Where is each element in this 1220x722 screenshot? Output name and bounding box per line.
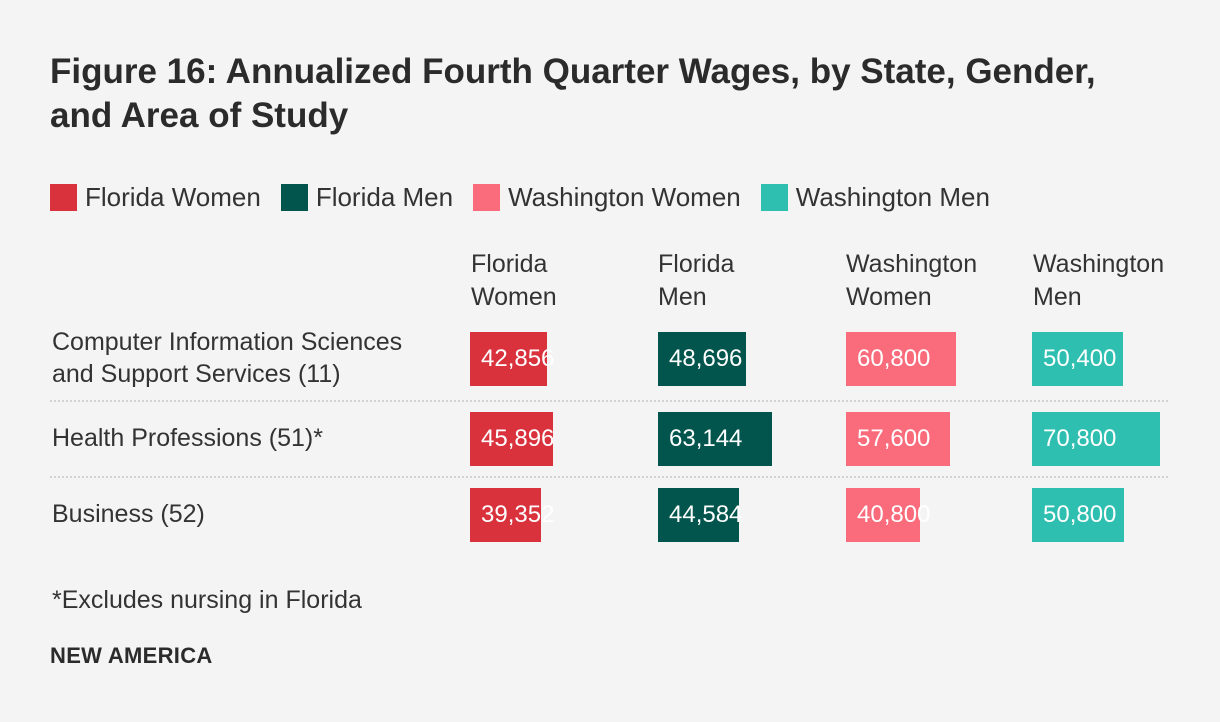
- column-header-florida-men: Florida Men: [658, 250, 735, 311]
- bar-washington-men-computer-information-sciences: [1032, 332, 1123, 386]
- bar-washington-women-business: [846, 488, 920, 542]
- bar-florida-men-health-professions: [658, 412, 772, 466]
- footnote: *Excludes nursing in Florida: [52, 586, 362, 614]
- row-divider: [50, 400, 1168, 402]
- bar-washington-men-health-professions: [1032, 412, 1160, 466]
- column-header-florida-women: Florida Women: [471, 250, 557, 311]
- bar-florida-men-business: [658, 488, 739, 542]
- legend-swatch-florida-men: [280, 184, 308, 211]
- chart-title: Figure 16: Annualized Fourth Quarter Wag…: [50, 52, 1096, 135]
- legend-swatch-washington-women: [473, 184, 501, 211]
- chart-grid: Florida Women Florida Men Washington Wom…: [50, 250, 1168, 542]
- legend-item-washington-women: Washington Women: [473, 182, 741, 213]
- bar-florida-women-business: [470, 488, 541, 542]
- bar-value-label: 39,352: [481, 501, 555, 528]
- row-label-health-professions: Health Professions (51)*: [52, 424, 323, 452]
- legend-swatch-florida-women: [50, 184, 77, 211]
- bar-florida-men-computer-information-sciences: [658, 332, 746, 386]
- bar-value-label: 70,800: [1043, 425, 1117, 452]
- bar-value-label: 48,696: [669, 345, 743, 372]
- bar-value-label: 45,896: [481, 425, 555, 452]
- legend-item-florida-men: Florida Men: [280, 182, 454, 213]
- bar-value-label: 57,600: [857, 425, 931, 452]
- bar-washington-women-health-professions: [846, 412, 950, 466]
- bar-florida-women-computer-information-sciences: [470, 332, 547, 386]
- legend-swatch-washington-men: [760, 184, 788, 211]
- legend-item-florida-women: Florida Women: [50, 182, 261, 213]
- bar-washington-women-computer-information-sciences: [846, 332, 956, 386]
- row-divider: [50, 476, 1168, 478]
- legend-label-washington-men: Washington Men: [795, 182, 990, 212]
- column-header-washington-men: Washington Men: [1033, 250, 1165, 311]
- bar-value-label: 50,400: [1043, 345, 1117, 372]
- brand-logo: NEW AMERICA: [50, 643, 213, 668]
- bar-value-label: 63,144: [669, 425, 743, 452]
- row-label-business: Business (52): [52, 500, 205, 528]
- column-header-washington-women: Washington Women: [846, 250, 978, 311]
- legend: Florida Women Florida Men Washington Wom…: [50, 182, 1010, 213]
- bar-value-label: 60,800: [857, 345, 931, 372]
- row-label-computer-information-sciences: Computer Information Sciences and Suppor…: [52, 328, 403, 388]
- bar-value-label: 40,800: [857, 501, 931, 528]
- legend-label-florida-women: Florida Women: [85, 182, 261, 212]
- bar-value-label: 50,800: [1043, 501, 1117, 528]
- bar-washington-men-business: [1032, 488, 1124, 542]
- legend-label-washington-women: Washington Women: [508, 182, 741, 212]
- legend-label-florida-men: Florida Men: [315, 182, 454, 212]
- legend-item-washington-men: Washington Men: [760, 182, 990, 213]
- bar-florida-women-health-professions: [470, 412, 553, 466]
- bar-value-label: 44,584: [669, 501, 743, 528]
- bar-value-label: 42,856: [481, 345, 555, 372]
